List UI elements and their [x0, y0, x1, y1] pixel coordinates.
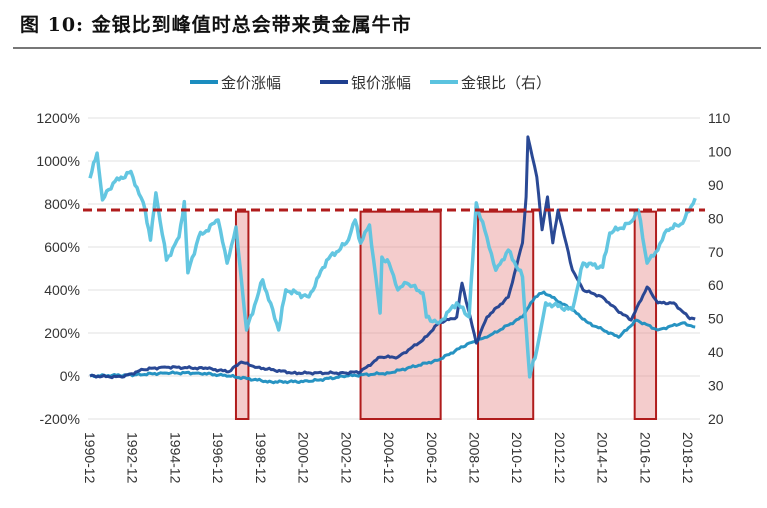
legend-label: 银价涨幅 — [351, 75, 411, 92]
left-axis-tick-label: -200% — [40, 411, 80, 427]
x-axis-tick-label: 1990-12 — [82, 432, 98, 484]
right-axis-tick-label: 20 — [708, 411, 724, 427]
left-axis-tick-label: 800% — [44, 196, 80, 212]
right-axis-tick-label: 50 — [708, 311, 724, 327]
right-axis-ticks: 110 100 90 80 70 60 50 40 30 20 — [708, 110, 732, 427]
figure-title: 图 10: 金银比到峰值时总会带来贵金属牛市 — [20, 14, 412, 36]
right-axis-tick-label: 110 — [708, 110, 731, 126]
x-axis-tick-label: 2000-12 — [296, 432, 312, 484]
x-axis-tick-label: 2008-12 — [466, 432, 482, 484]
left-axis-tick-label: 1200% — [36, 110, 80, 126]
x-axis-tick-label: 1996-12 — [210, 432, 226, 484]
x-axis-tick-label: 2016-12 — [637, 432, 653, 484]
x-axis-tick-label: 1998-12 — [253, 432, 269, 484]
right-axis-tick-label: 40 — [708, 344, 724, 360]
legend-label: 金价涨幅 — [221, 75, 281, 92]
left-axis-tick-label: 0% — [60, 368, 80, 384]
series-line-1 — [89, 290, 696, 385]
right-axis-tick-label: 90 — [708, 177, 724, 193]
series-line-3 — [88, 151, 697, 379]
gridlines — [88, 117, 700, 420]
x-axis-tick-label: 2002-12 — [338, 432, 354, 484]
left-axis-tick-label: 400% — [44, 282, 80, 298]
right-axis-tick-label: 100 — [708, 143, 732, 159]
x-axis-ticks: 1990-12 1992-12 1994-12 1996-12 1998-12 2000-… — [82, 432, 696, 484]
left-axis-tick-label: 200% — [44, 325, 80, 341]
x-axis-tick-label: 2006-12 — [424, 432, 440, 484]
x-axis-tick-label: 1992-12 — [125, 432, 141, 484]
left-axis-ticks: 1200% 1000% 800% 600% 400% 200% 0% -200% — [36, 110, 80, 427]
right-axis-tick-label: 80 — [708, 210, 724, 226]
left-axis-tick-label: 600% — [44, 239, 80, 255]
x-axis-tick-label: 2004-12 — [381, 432, 397, 484]
series-line-2 — [89, 135, 696, 380]
legend-label: 金银比（右） — [461, 75, 551, 92]
right-axis-tick-label: 60 — [708, 277, 724, 293]
left-axis-tick-label: 1000% — [36, 153, 80, 169]
right-axis-tick-label: 70 — [708, 244, 724, 260]
x-axis-tick-label: 2014-12 — [595, 432, 611, 484]
right-axis-tick-label: 30 — [708, 378, 724, 394]
legend: 金价涨幅 银价涨幅 金银比（右） — [190, 75, 551, 92]
highlight-period-box — [633, 210, 658, 420]
series-lines — [88, 135, 697, 385]
x-axis-tick-label: 1994-12 — [167, 432, 183, 484]
title-divider — [13, 47, 761, 49]
x-axis-tick-label: 2010-12 — [509, 432, 525, 484]
x-axis-tick-label: 2012-12 — [552, 432, 568, 484]
x-axis-tick-label: 2018-12 — [680, 432, 696, 484]
